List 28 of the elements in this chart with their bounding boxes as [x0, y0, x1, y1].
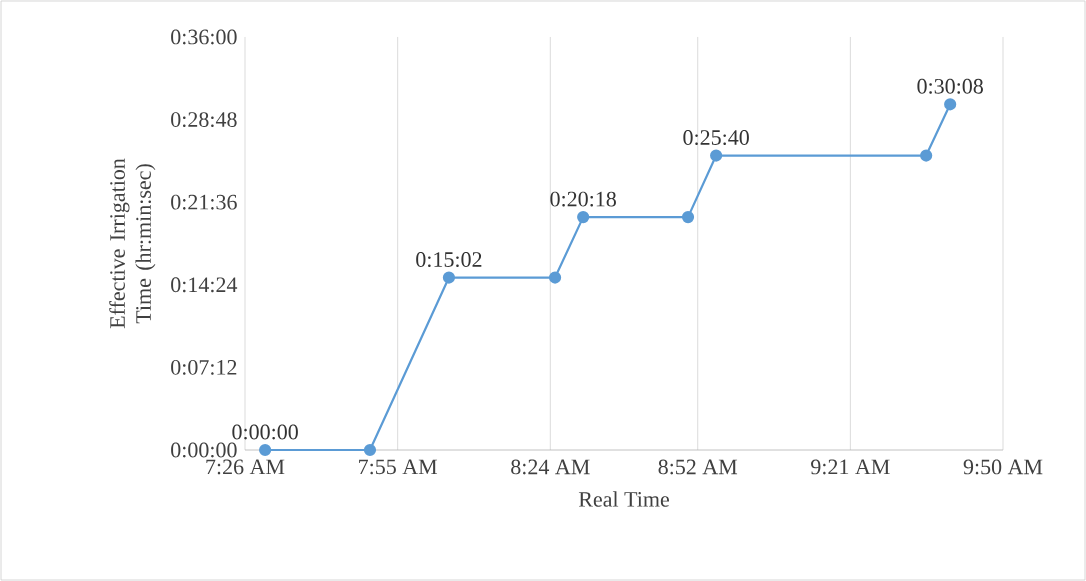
y-tick-label: 0:00:00 — [171, 442, 237, 458]
point — [548, 271, 562, 284]
y-tick-label: 0:21:36 — [171, 194, 237, 210]
data-label: 0:15:02 — [416, 252, 482, 268]
data-label: 0:20:18 — [550, 191, 616, 207]
y-tick-label: 0:14:24 — [171, 277, 238, 293]
point — [363, 443, 377, 457]
x-tick-label: 9:50 AM — [963, 459, 1043, 475]
x-axis-title: Real Time — [578, 491, 669, 507]
point — [944, 98, 957, 111]
data-label: 0:30:08 — [917, 78, 983, 94]
data-label: 0:00:00 — [232, 424, 298, 440]
point — [259, 443, 272, 457]
x-tick-label: 8:24 AM — [511, 459, 590, 475]
x-tick-label: 7:26 AM — [206, 459, 285, 475]
y-tick-label: 0:36:00 — [171, 29, 237, 45]
data-label: 0:25:40 — [683, 130, 749, 146]
x-tick-label: 9:21 AM — [811, 459, 890, 475]
point — [681, 211, 695, 224]
x-tick-label: 7:55 AM — [359, 459, 438, 475]
point — [577, 211, 590, 224]
y-axis-title: Effective Irrigation Time (hr:min:sec) — [109, 158, 156, 329]
point — [442, 271, 456, 284]
y-tick-label: 0:28:48 — [171, 112, 237, 128]
x-tick-label: 8:52 AM — [658, 459, 738, 475]
y-tick-label: 0:07:12 — [171, 359, 237, 375]
point — [920, 149, 933, 162]
point — [710, 149, 723, 162]
